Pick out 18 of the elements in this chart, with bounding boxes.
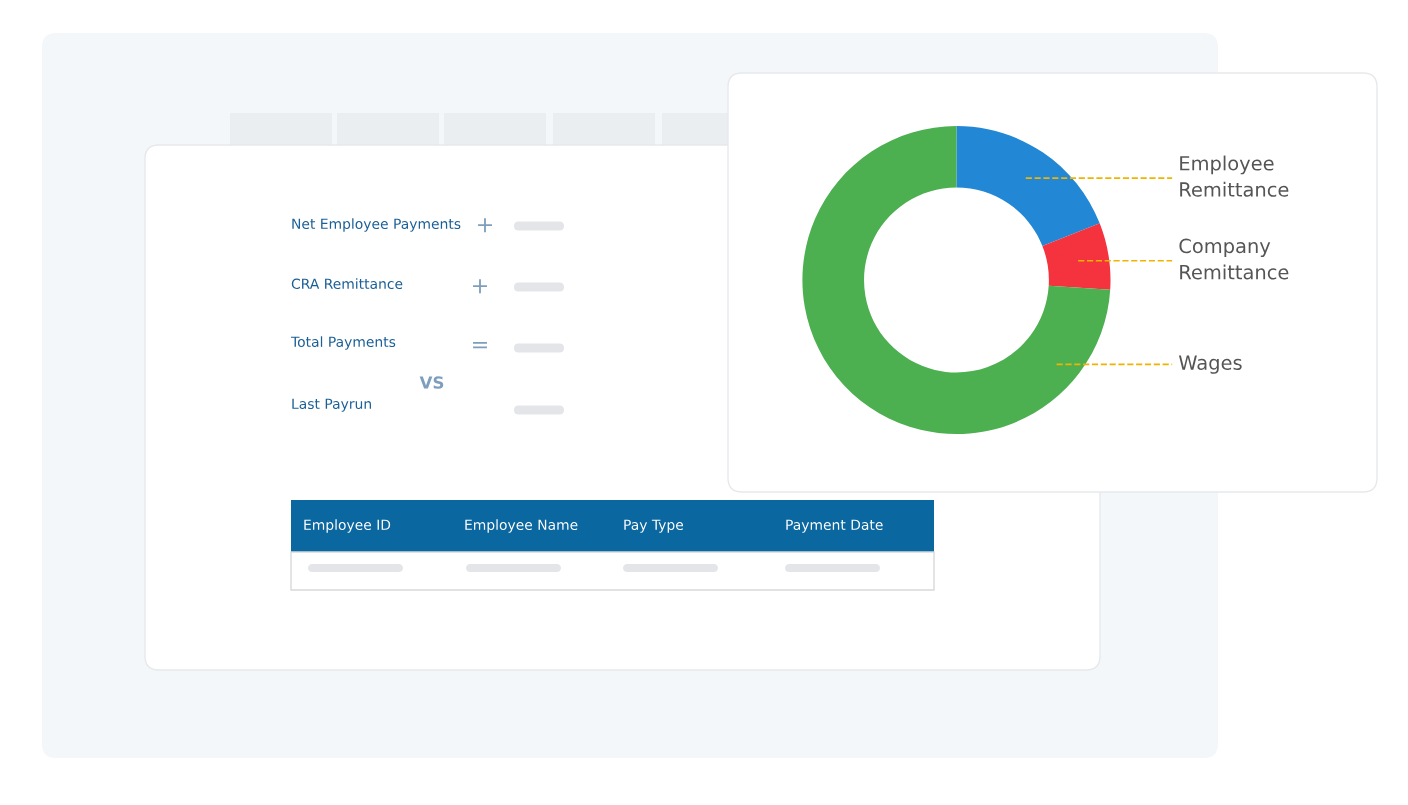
text: VS [419, 376, 444, 389]
text: Last Payrun [292, 398, 371, 412]
donut-slice [1042, 223, 1111, 290]
text: Total Payments [290, 336, 396, 350]
text: Employee ID [304, 519, 391, 533]
text: + [478, 218, 492, 233]
text: Net Employee Payments [292, 218, 461, 232]
text: CRA Remittance [291, 278, 403, 290]
slice-label: Employee Remittance [1180, 155, 1289, 197]
text: Employee Name [465, 519, 578, 533]
text: + [473, 279, 487, 294]
donut-slice [802, 125, 1111, 435]
text: = [473, 342, 487, 349]
donut-slice [956, 125, 1100, 246]
text: Pay Type [624, 519, 684, 533]
slice-label: Company Remittance [1179, 238, 1289, 280]
text: Payment Date [786, 519, 883, 533]
slice-label: Wages [1178, 355, 1242, 374]
